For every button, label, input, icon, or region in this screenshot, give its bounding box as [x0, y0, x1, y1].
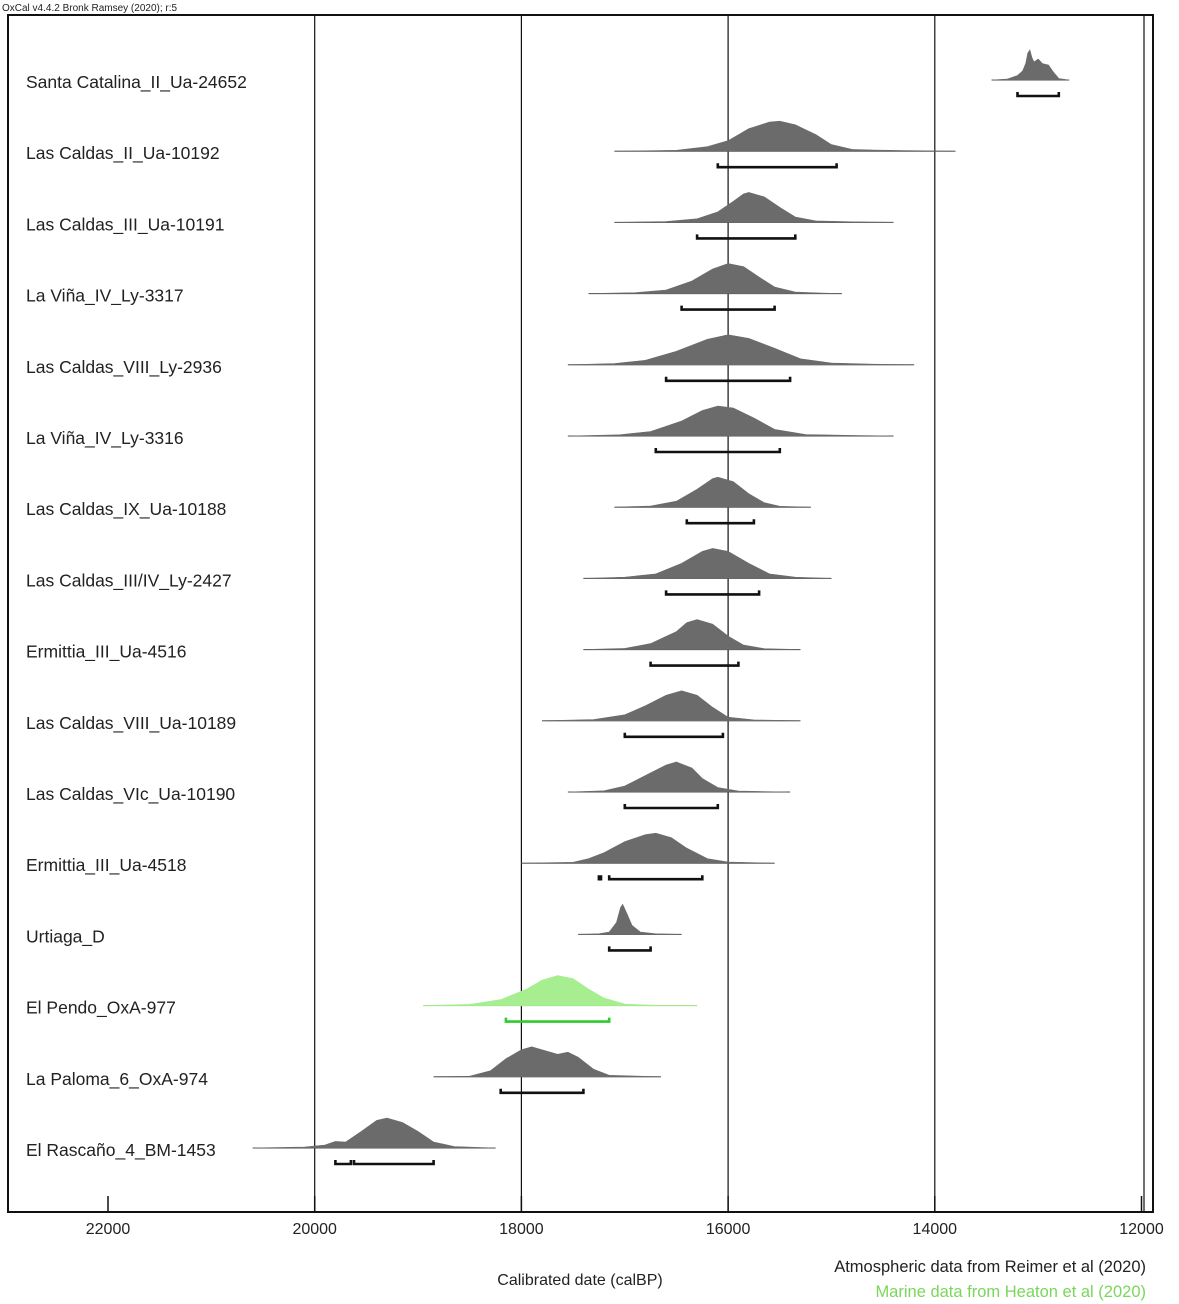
sample-row: Urtiaga_D — [26, 903, 682, 952]
range-bracket — [695, 234, 797, 240]
range-bracket — [716, 163, 838, 169]
sample-label: El Pendo_OxA-977 — [26, 998, 176, 1019]
plot-area: Santa Catalina_II_Ua-24652 Las Caldas_II_… — [26, 49, 1070, 1166]
sample-row: Las Caldas_III/IV_Ly-2427 — [26, 548, 832, 596]
density-curve — [614, 192, 894, 223]
sample-row: Las Caldas_VIII_Ly-2936 — [26, 334, 915, 383]
sample-label: Santa Catalina_II_Ua-24652 — [26, 72, 247, 93]
sample-label: Ermittia_III_Ua-4518 — [26, 855, 187, 876]
density-curve — [588, 263, 842, 294]
sample-label: Las Caldas_III/IV_Ly-2427 — [26, 570, 232, 591]
density-curve — [542, 690, 801, 722]
atmospheric-data-note: Atmospheric data from Reimer et al (2020… — [834, 1258, 1146, 1276]
range-bracket — [504, 1017, 611, 1023]
density-curve — [991, 49, 1070, 81]
range-bracket — [664, 376, 792, 383]
density-curve — [521, 832, 775, 864]
sample-label: Las Caldas_II_Ua-10192 — [26, 143, 220, 164]
sample-label: Las Caldas_VIc_Ua-10190 — [26, 784, 235, 805]
plot-frame — [7, 14, 1154, 1213]
sample-row: Ermittia_III_Ua-4518 — [26, 832, 775, 881]
sample-row: La Viña_IV_Ly-3316 — [26, 405, 894, 454]
range-bracket — [607, 875, 704, 881]
density-curve — [567, 405, 894, 437]
sample-row: Santa Catalina_II_Ua-24652 — [26, 49, 1070, 98]
sample-label: Las Caldas_VIII_Ly-2936 — [26, 357, 222, 378]
sample-label: Las Caldas_IX_Ua-10188 — [26, 499, 226, 520]
sample-label: La Viña_IV_Ly-3317 — [26, 286, 184, 307]
range-bracket — [352, 1160, 435, 1166]
density-curve — [583, 548, 832, 579]
sample-row: El Pendo_OxA-977 — [26, 975, 698, 1023]
x-axis-title: Calibrated date (calBP) — [497, 1272, 662, 1289]
range-bracket — [654, 448, 782, 454]
sample-label: Las Caldas_VIII_Ua-10189 — [26, 713, 236, 734]
gridlines — [314, 15, 1145, 1212]
density-curve — [423, 975, 698, 1006]
sample-row: Ermittia_III_Ua-4516 — [26, 619, 801, 667]
sample-row: La Paloma_6_OxA-974 — [26, 1046, 661, 1095]
range-bracket — [664, 590, 761, 596]
range-bracket — [334, 1160, 353, 1166]
range-bracket — [623, 732, 725, 739]
x-tick-label-22000: 22000 — [86, 1221, 131, 1238]
x-tick-label-16000: 16000 — [706, 1221, 751, 1238]
range-bracket — [1016, 92, 1061, 98]
density-curve — [567, 334, 915, 366]
sample-label: Urtiaga_D — [26, 926, 105, 947]
range-bracket — [680, 305, 776, 311]
range-bracket — [649, 661, 740, 667]
density-curve — [614, 476, 811, 508]
range-bracket — [607, 946, 652, 952]
sample-row: Las Caldas_VIII_Ua-10189 — [26, 690, 801, 739]
range-bracket — [597, 875, 603, 881]
range-bracket — [685, 519, 756, 525]
sample-row: Las Caldas_II_Ua-10192 — [26, 120, 956, 169]
x-tick-label-14000: 14000 — [913, 1221, 958, 1238]
x-axis: 22000 20000 18000 16000 14000 12000 — [86, 1196, 1164, 1238]
software-credit: OxCal v4.4.2 Bronk Ramsey (2020); r:5 — [2, 3, 178, 14]
density-curve — [583, 619, 801, 650]
curve-notes: Atmospheric data from Reimer et al (2020… — [834, 1258, 1146, 1301]
x-tick-label-20000: 20000 — [292, 1221, 337, 1238]
sample-label: Las Caldas_III_Ua-10191 — [26, 214, 224, 235]
sample-label: La Viña_IV_Ly-3316 — [26, 428, 184, 449]
density-curve — [252, 1117, 496, 1149]
sample-row: Las Caldas_VIc_Ua-10190 — [26, 761, 791, 810]
sample-row: El Rascaño_4_BM-1453 — [26, 1117, 496, 1166]
density-curve — [578, 903, 682, 935]
range-bracket — [499, 1088, 585, 1095]
x-tick-label-12000: 12000 — [1119, 1221, 1164, 1238]
sample-row: La Viña_IV_Ly-3317 — [26, 263, 842, 311]
sample-row: Las Caldas_IX_Ua-10188 — [26, 476, 811, 525]
sample-label: El Rascaño_4_BM-1453 — [26, 1140, 216, 1161]
x-tick-label-18000: 18000 — [499, 1221, 544, 1238]
sample-row: Las Caldas_III_Ua-10191 — [26, 192, 894, 240]
density-curve — [614, 120, 956, 152]
sample-label: La Paloma_6_OxA-974 — [26, 1069, 208, 1090]
density-curve — [567, 761, 791, 793]
marine-data-note: Marine data from Heaton et al (2020) — [875, 1283, 1146, 1301]
density-curve — [433, 1046, 661, 1078]
sample-label: Ermittia_III_Ua-4516 — [26, 642, 187, 663]
range-bracket — [623, 804, 720, 810]
